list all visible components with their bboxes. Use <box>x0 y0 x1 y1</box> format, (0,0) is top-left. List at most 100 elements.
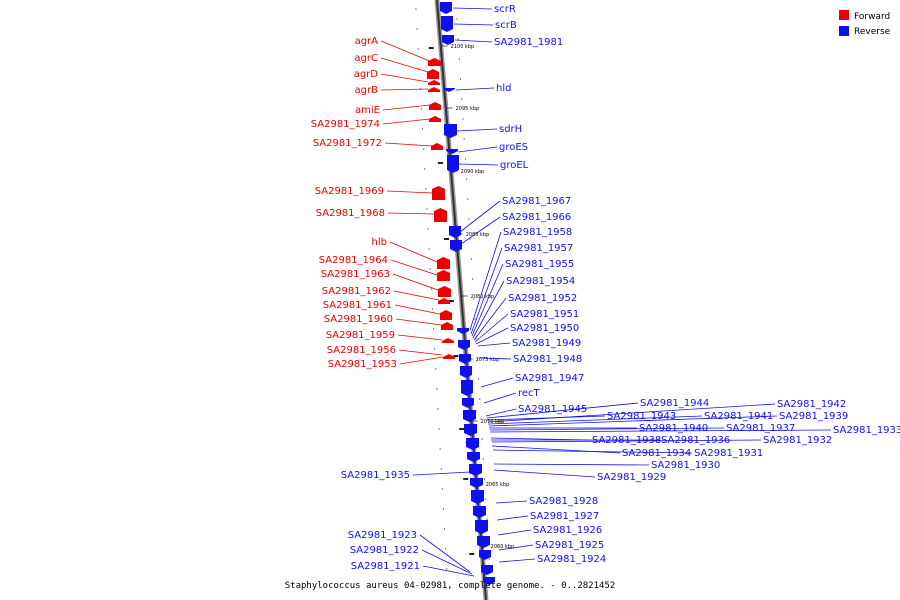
guide-dot <box>468 218 470 220</box>
guide-dot <box>456 18 458 20</box>
reverse-gene-leader <box>491 439 762 443</box>
forward-gene-leader <box>380 73 429 83</box>
forward-gene-leader <box>393 290 440 301</box>
reverse-gene-label: groES <box>499 142 528 153</box>
reverse-gene-leader <box>472 280 505 339</box>
reverse-gene-feature <box>466 438 479 450</box>
reverse-gene-label: scrR <box>494 4 516 15</box>
guide-dot <box>436 388 438 390</box>
forward-gene-label: SA2981_1963 <box>321 269 390 280</box>
reverse-gene-leader <box>487 403 776 423</box>
axis-tick-label: 2085 kbp <box>466 232 490 238</box>
axis-tick-label: 2100 kbp <box>451 44 475 50</box>
guide-dot <box>445 548 447 550</box>
guide-dot <box>461 98 463 100</box>
forward-gene-leader <box>382 104 431 111</box>
reverse-gene-leader <box>493 469 596 478</box>
reverse-gene-label: SA2981_1967 <box>502 196 571 207</box>
forward-gene-leader <box>382 118 431 125</box>
reverse-gene-leader <box>495 500 528 504</box>
reverse-gene-leader <box>460 216 501 245</box>
reverse-gene-feature <box>442 35 454 45</box>
reverse-gene-leader <box>475 327 509 345</box>
reverse-gene-feature <box>464 424 477 436</box>
reverse-gene-leader <box>489 429 832 433</box>
forward-gene-leader <box>394 304 441 315</box>
guide-dot <box>482 458 484 460</box>
guide-dot <box>417 48 419 50</box>
guide-dot <box>460 78 462 80</box>
guide-dot <box>466 178 468 180</box>
reverse-gene-label: groEL <box>500 160 529 171</box>
reverse-gene-label: SA2981_1930 <box>651 460 720 471</box>
forward-gene-feature <box>429 102 441 110</box>
legend-forward-swatch <box>839 10 849 20</box>
reverse-gene-leader <box>459 200 501 233</box>
forward-gene-feature <box>440 310 452 320</box>
guide-dot <box>441 488 443 490</box>
reverse-gene-feature <box>467 452 480 462</box>
reverse-gene-feature <box>441 16 453 32</box>
reverse-gene-label: SA2981_1932 <box>763 435 832 446</box>
reverse-gene-label: SA2981_1948 <box>513 354 582 365</box>
reverse-gene-feature <box>440 2 452 14</box>
forward-gene-label: agrA <box>355 36 379 47</box>
genome-caption: Staphylococcus aureus 04-02981, complete… <box>285 581 616 591</box>
guide-dot <box>433 328 435 330</box>
forward-gene-feature <box>429 116 441 122</box>
reverse-gene-leader <box>492 449 693 454</box>
reverse-gene-label: SA2981_1957 <box>504 243 573 254</box>
forward-gene-feature <box>437 270 450 281</box>
reverse-gene-label: SA2981_1947 <box>515 373 584 384</box>
reverse-gene-label: SA2981_1942 <box>777 399 846 410</box>
reverse-gene-leader <box>485 408 517 417</box>
reverse-gene-feature <box>443 88 455 92</box>
axis-dash <box>463 478 469 480</box>
reverse-gene-feature <box>473 506 486 518</box>
reverse-gene-feature <box>483 577 495 585</box>
reverse-gene-feature <box>470 478 483 488</box>
axis-tick-label: 2095 kbp <box>456 106 480 112</box>
reverse-gene-leader <box>458 163 499 166</box>
forward-gene-label: SA2981_1961 <box>323 300 392 311</box>
reverse-gene-label: SA2981_1951 <box>510 309 579 320</box>
reverse-gene-label: SA2981_1966 <box>502 212 571 223</box>
forward-gene-feature <box>442 338 454 343</box>
reverse-gene-label: SA2981_1944 <box>640 398 709 409</box>
guide-dot <box>440 468 442 470</box>
forward-gene-leader <box>380 88 429 91</box>
reverse-gene-leader <box>497 529 532 536</box>
forward-gene-label: SA2981_1959 <box>326 330 395 341</box>
reverse-gene-feature <box>459 354 471 364</box>
forward-gene-feature <box>431 143 443 150</box>
guide-dot <box>446 568 448 570</box>
reverse-gene-leader <box>474 313 509 343</box>
reverse-gene-feature <box>463 410 476 422</box>
guide-dot <box>434 348 436 350</box>
reverse-gene-leader <box>498 544 534 551</box>
forward-gene-label: SA2981_1962 <box>322 286 391 297</box>
guide-dot <box>439 448 441 450</box>
guide-dot <box>415 8 417 10</box>
guide-dot <box>470 258 472 260</box>
forward-gene-feature <box>441 322 453 330</box>
reverse-gene-label: SA2981_1941 <box>704 411 773 422</box>
forward-gene-feature <box>428 87 440 92</box>
legend-reverse-swatch <box>839 26 849 36</box>
guide-dot <box>416 28 418 30</box>
axis-dash <box>449 300 454 302</box>
forward-gene-label: SA2981_1968 <box>316 208 385 219</box>
gene-features <box>427 2 495 585</box>
background-dots <box>415 8 492 580</box>
guide-dot <box>475 338 477 340</box>
reverse-gene-label: SA2981_1938 <box>592 435 661 446</box>
reverse-gene-label: SA2981_1981 <box>494 37 563 48</box>
reverse-gene-label: SA2981_1943 <box>607 411 676 422</box>
guide-dot <box>423 148 425 150</box>
reverse-gene-label: SA2981_1922 <box>350 545 419 556</box>
reverse-gene-leader <box>457 146 498 153</box>
forward-gene-label: SA2981_1972 <box>313 138 382 149</box>
reverse-gene-feature <box>479 550 491 560</box>
reverse-gene-label: SA2981_1931 <box>694 448 763 459</box>
forward-gene-leader <box>398 349 443 356</box>
